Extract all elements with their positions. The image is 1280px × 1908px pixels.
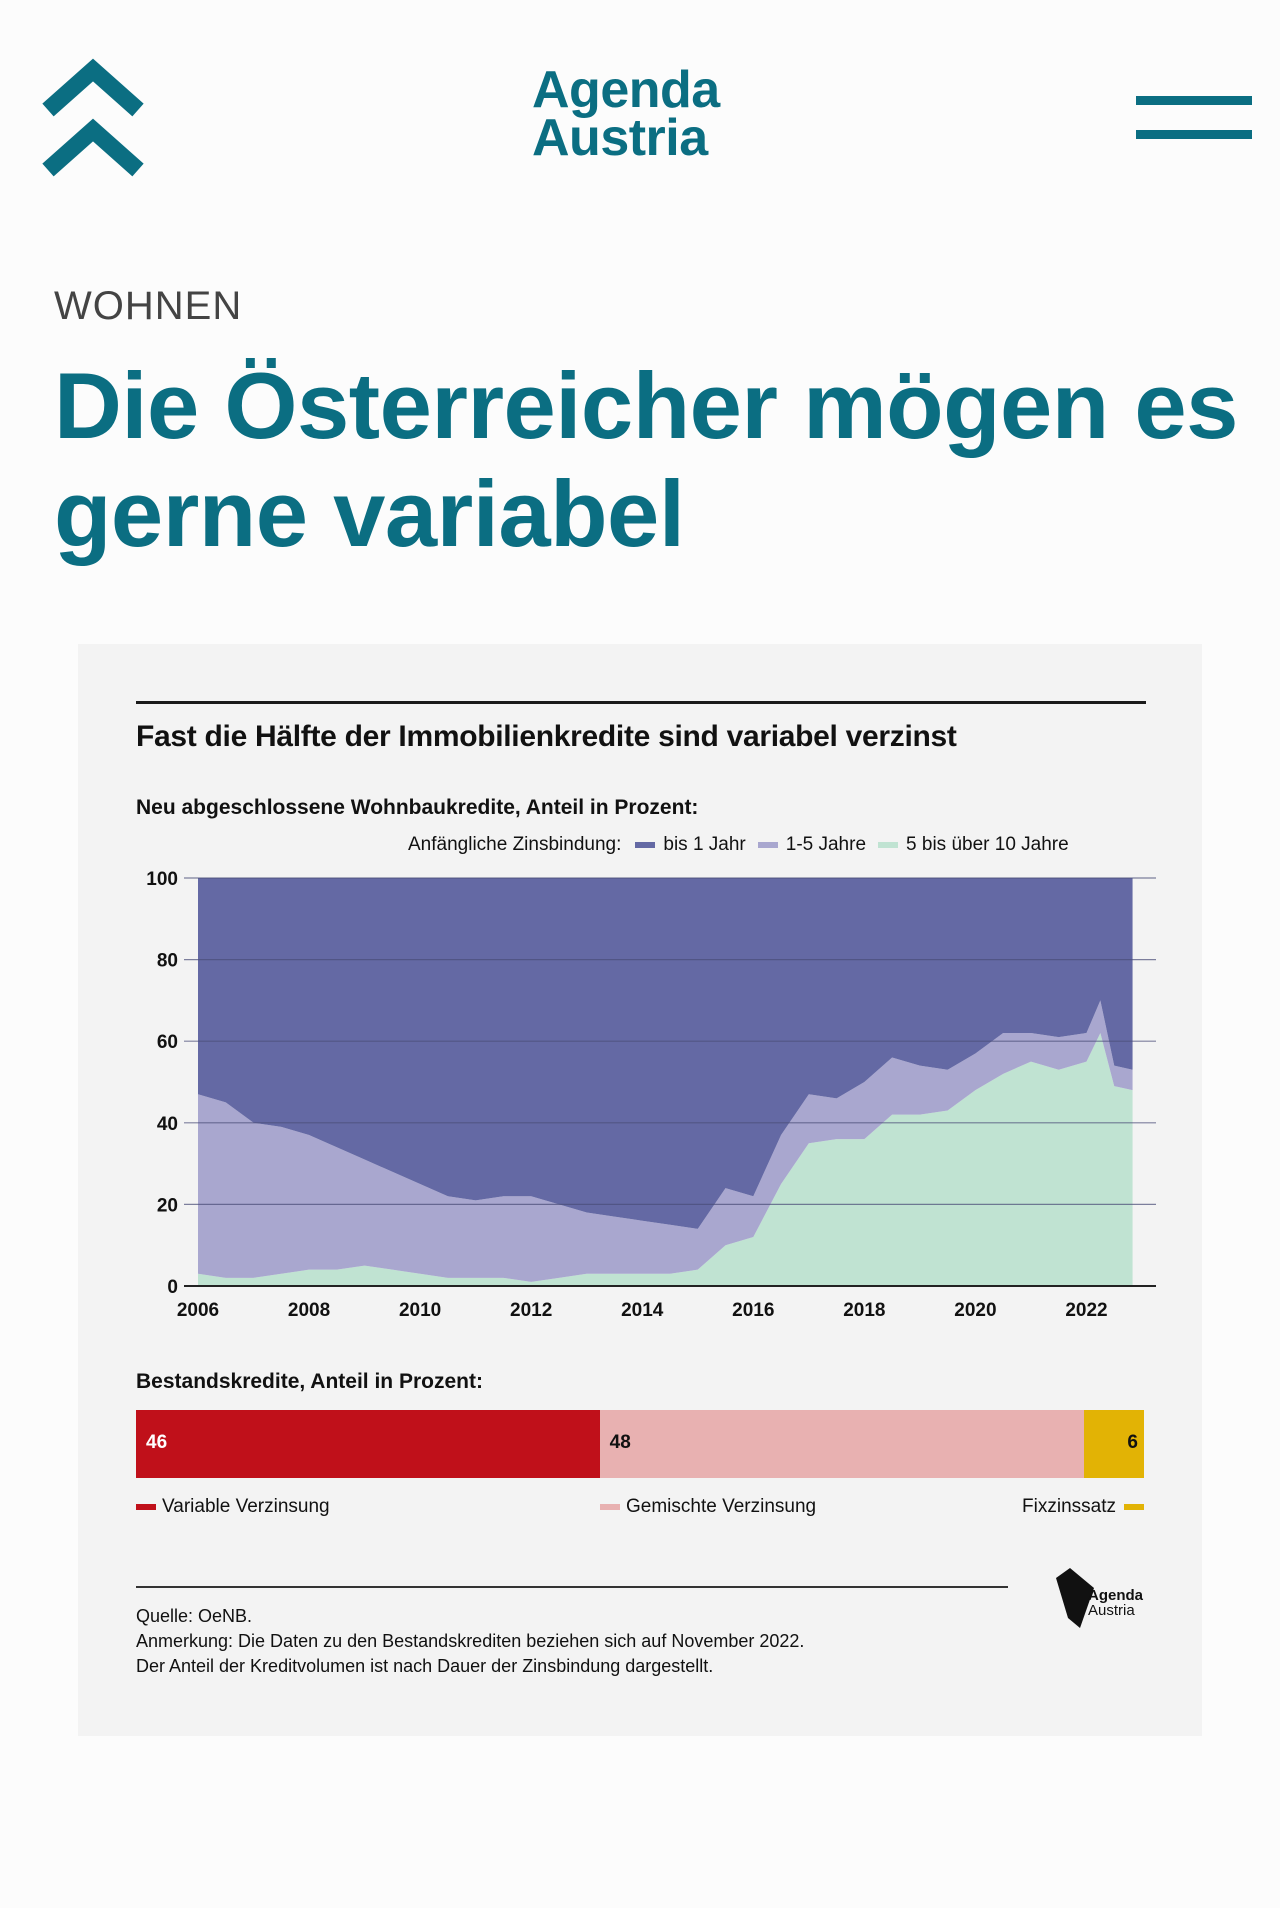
x-tick-label: 2008 (288, 1300, 330, 1321)
menu-bar-bottom (1136, 130, 1252, 139)
y-tick-label: 100 (146, 869, 178, 890)
article-category[interactable]: WOHNEN (54, 284, 243, 328)
area-series-1 (198, 1033, 1133, 1286)
chart-title: Fast die Hälfte der Immobilienkredite si… (136, 720, 957, 753)
source-line: Quelle: OeNB. (136, 1606, 253, 1626)
stock-legend-label: Fixzinssatz (1022, 1496, 1116, 1517)
site-logo[interactable]: Agenda Austria (532, 61, 720, 167)
legend-item: 1-5 Jahre (757, 834, 867, 856)
stock-bar-value-label: 6 (1127, 1432, 1138, 1453)
y-tick-label: 20 (157, 1195, 178, 1216)
top-rule (136, 701, 1146, 704)
legend-swatch (635, 842, 656, 848)
stock-legend-item: Fixzinssatz (1022, 1496, 1144, 1518)
logo-line-1: Agenda (532, 61, 720, 119)
legend-swatch (757, 842, 778, 848)
article-headline: Die Österreicher mögen es gerne variabel (54, 353, 1238, 566)
stock-legend-item: Gemischte Verzinsung (600, 1496, 816, 1518)
y-tick-label: 60 (157, 1032, 178, 1053)
stock-legend-item: Variable Verzinsung (136, 1496, 330, 1518)
stock-bar-segment: 6 (1083, 1410, 1144, 1478)
x-tick-label: 2018 (843, 1300, 885, 1321)
stock-bar-value-label: 46 (146, 1432, 168, 1453)
stock-legend-label: Gemischte Verzinsung (626, 1496, 817, 1517)
legend-prefix: Anfängliche Zinsbindung: (408, 834, 622, 855)
stock-bar-value-label: 48 (609, 1432, 631, 1453)
brand-logo-text: Agenda Austria (1088, 1588, 1143, 1618)
legend-item: bis 1 Jahr (635, 834, 746, 856)
stock-legend-swatch (136, 1504, 156, 1510)
chart-subtitle: Neu abgeschlossene Wohnbaukredite, Antei… (136, 796, 699, 819)
stock-chart-title: Bestandskredite, Anteil in Prozent: (136, 1370, 483, 1393)
note-line-2: Der Anteil der Kreditvolumen ist nach Da… (136, 1656, 714, 1676)
brand-line-2: Austria (1088, 1602, 1135, 1619)
legend-item: 5 bis über 10 Jahre (878, 834, 1069, 856)
site-header: Agenda Austria (0, 0, 1280, 220)
note-line-1: Anmerkung: Die Daten zu den Bestandskred… (136, 1631, 805, 1651)
x-tick-label: 2022 (1065, 1300, 1107, 1321)
brand-line-1: Agenda (1088, 1587, 1144, 1604)
x-tick-label: 2010 (399, 1300, 441, 1321)
y-tick-label: 80 (157, 951, 178, 972)
logo-line-2: Austria (532, 109, 708, 167)
stock-bar-segment: 46 (136, 1410, 600, 1478)
stock-legend-swatch (1124, 1504, 1144, 1510)
hamburger-menu-icon[interactable] (1136, 96, 1252, 142)
agenda-austria-mark-icon (1056, 1568, 1094, 1628)
area-chart: 0 20 40 60 80 100 2006 2008 2010 2012 2014 2016 2018… (146, 869, 1156, 1321)
x-tick-label: 2006 (177, 1300, 219, 1321)
x-tick-label: 2014 (621, 1300, 664, 1321)
area-series-2 (198, 1000, 1133, 1282)
legend-label: 1-5 Jahre (785, 834, 867, 855)
infographic-card: Fast die Hälfte der Immobilienkredite si… (78, 644, 1202, 1736)
legend-swatch (878, 842, 899, 848)
scroll-up-chevrons-icon[interactable] (40, 58, 146, 184)
x-tick-label: 2020 (954, 1300, 996, 1321)
area-series-3 (198, 878, 1133, 1229)
stock-legend-swatch (600, 1504, 620, 1510)
legend-label: bis 1 Jahr (663, 834, 746, 855)
y-tick-label: 40 (157, 1114, 178, 1135)
x-tick-label: 2012 (510, 1300, 552, 1321)
source-notes: Quelle: OeNB. Anmerkung: Die Daten zu de… (136, 1604, 804, 1679)
stock-bar-segment: 48 (599, 1410, 1084, 1478)
stock-legend-label: Variable Verzinsung (162, 1496, 330, 1517)
x-tick-label: 2016 (732, 1300, 774, 1321)
area-chart-legend: Anfängliche Zinsbindung: bis 1 Jahr 1-5 J… (408, 834, 1081, 856)
legend-label: 5 bis über 10 Jahre (906, 834, 1069, 855)
menu-bar-top (1136, 96, 1252, 105)
stock-stacked-bar: 46 48 6 (136, 1410, 1144, 1478)
bottom-rule (136, 1586, 1008, 1588)
y-tick-label: 0 (167, 1277, 178, 1298)
